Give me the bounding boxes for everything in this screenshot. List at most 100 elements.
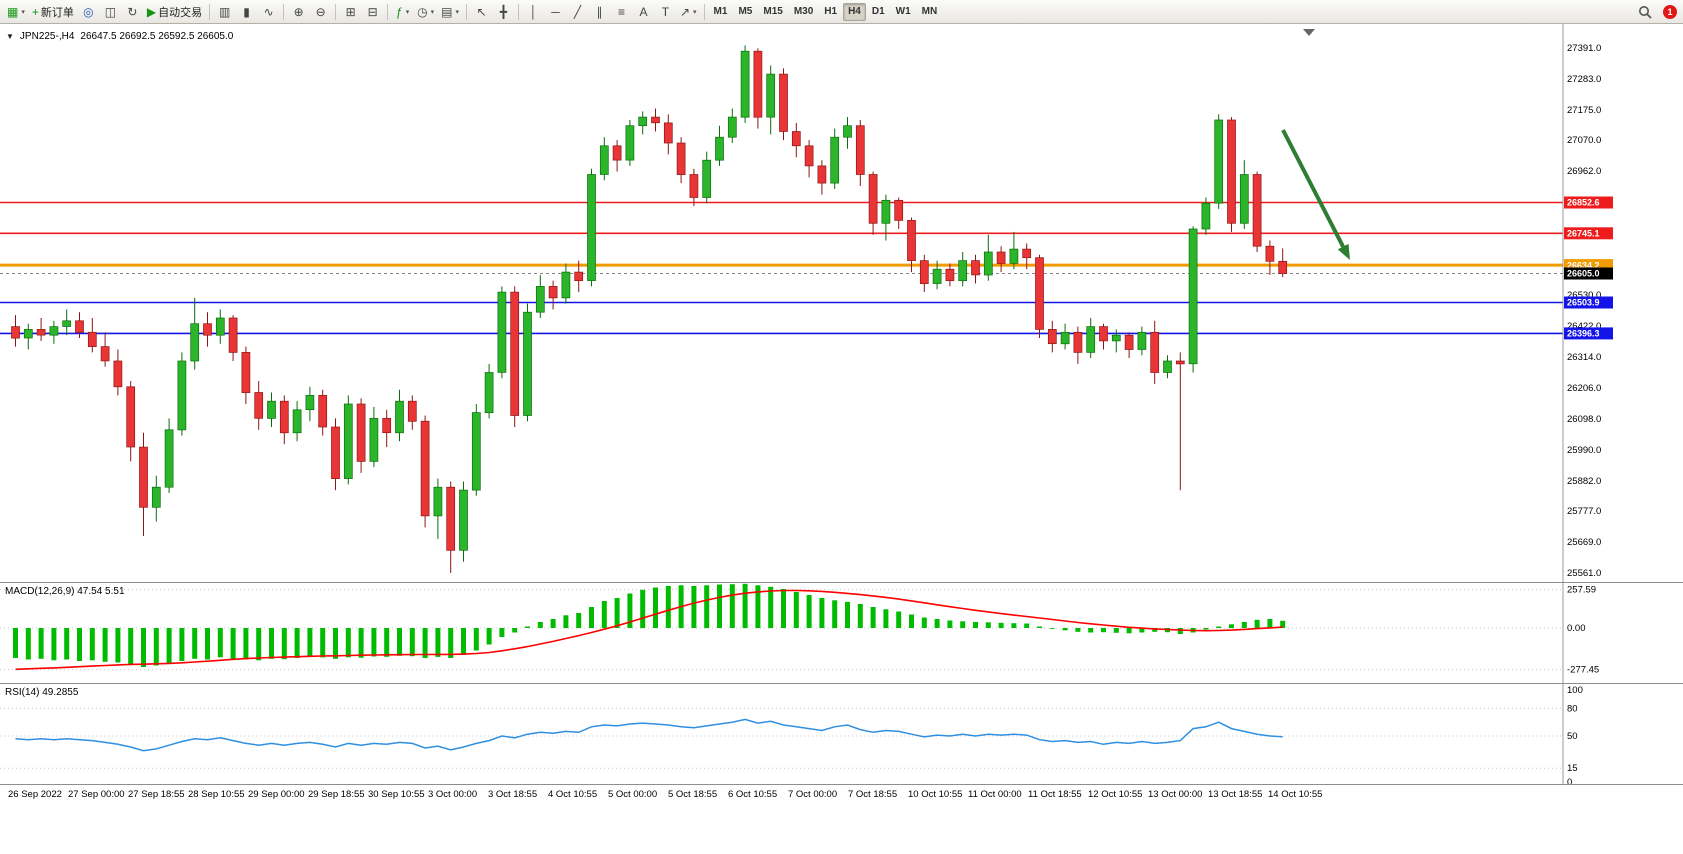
- trendline-button[interactable]: ╱: [567, 2, 588, 22]
- new-order-button[interactable]: + 新订单: [29, 2, 77, 22]
- price-tag: 26503.9: [1564, 296, 1613, 309]
- svg-text:0.00: 0.00: [1567, 623, 1586, 634]
- date-label: 10 Oct 10:55: [908, 789, 963, 800]
- cursor-button[interactable]: ↖: [471, 2, 492, 22]
- indicators-button[interactable]: ƒ ▾: [392, 2, 413, 22]
- svg-text:26206.0: 26206.0: [1567, 383, 1601, 394]
- trendline-icon: ╱: [573, 4, 582, 19]
- svg-text:26634.2: 26634.2: [1567, 260, 1600, 270]
- svg-text:26503.9: 26503.9: [1567, 298, 1600, 308]
- text-button[interactable]: A: [633, 2, 654, 22]
- date-label: 6 Oct 10:55: [728, 789, 778, 800]
- candlestick-chart-button[interactable]: ▮: [236, 2, 257, 22]
- arrow-annotation[interactable]: [1281, 129, 1350, 260]
- crosshair-button[interactable]: ╋: [493, 2, 514, 22]
- macd-panel[interactable]: 257.59 0.00 -277.45: [0, 582, 1683, 683]
- date-label: 14 Oct 10:55: [1268, 789, 1323, 800]
- svg-text:26530.0: 26530.0: [1567, 290, 1601, 301]
- tile-windows-button[interactable]: ⊞: [340, 2, 361, 22]
- arrows-button[interactable]: ↗ ▾: [677, 2, 700, 22]
- macd-signal-line: [15, 589, 1283, 671]
- timeframe-d1[interactable]: D1: [867, 3, 890, 21]
- cascade-windows-button[interactable]: ⊟: [362, 2, 383, 22]
- autotrading-button[interactable]: ▶ 自动交易: [144, 2, 205, 22]
- toolbar-separator: [335, 3, 337, 20]
- date-label: 3 Oct 00:00: [428, 789, 478, 800]
- date-label: 11 Oct 00:00: [968, 789, 1022, 800]
- notification-badge[interactable]: 1: [1663, 4, 1677, 19]
- plus-icon: +: [31, 4, 39, 19]
- timeframe-m5[interactable]: M5: [733, 3, 757, 21]
- rsi-panel[interactable]: 100 80 50 15 0: [0, 683, 1683, 784]
- price-tag: 26605.0: [1564, 267, 1613, 280]
- timeframe-w1[interactable]: W1: [891, 3, 916, 21]
- zoom-out-icon: ⊖: [315, 4, 326, 19]
- search-button[interactable]: [1634, 2, 1655, 22]
- chevron-down-icon: ▾: [455, 8, 459, 16]
- bar-chart-button[interactable]: ▥: [214, 2, 235, 22]
- price-chart-canvas[interactable]: 27391.027283.027175.027070.026962.026854…: [0, 24, 1683, 582]
- text-icon: A: [639, 4, 648, 19]
- timeframe-m30[interactable]: M30: [789, 3, 818, 21]
- date-label: 5 Oct 00:00: [608, 789, 658, 800]
- svg-text:26314.0: 26314.0: [1567, 352, 1601, 363]
- date-label: 3 Oct 18:55: [488, 789, 538, 800]
- date-label: 26 Sep 2022: [8, 789, 62, 800]
- market-watch-button[interactable]: ◫: [100, 2, 121, 22]
- candles: [11, 45, 1288, 573]
- svg-text:27070.0: 27070.0: [1567, 135, 1601, 146]
- svg-text:27175.0: 27175.0: [1567, 105, 1601, 116]
- horizontal-line-button[interactable]: ─: [545, 2, 566, 22]
- candlestick-icon: ▮: [243, 4, 250, 19]
- date-label: 7 Oct 18:55: [848, 789, 898, 800]
- date-label: 13 Oct 18:55: [1208, 789, 1263, 800]
- svg-text:25990.0: 25990.0: [1567, 445, 1601, 456]
- fibonacci-button[interactable]: ≡: [611, 2, 632, 22]
- market-watch-icon: ◫: [104, 4, 117, 19]
- navigator-button[interactable]: ◎: [78, 2, 99, 22]
- date-label: 27 Sep 18:55: [128, 789, 185, 800]
- price-tag: 26852.6: [1564, 196, 1613, 209]
- channel-button[interactable]: ∥: [589, 2, 610, 22]
- timeframe-m15[interactable]: M15: [758, 3, 787, 21]
- toolbar-separator: [283, 3, 285, 20]
- vertical-line-button[interactable]: │: [523, 2, 544, 22]
- date-label: 4 Oct 10:55: [548, 789, 598, 800]
- indicators-icon: ƒ: [396, 4, 403, 19]
- svg-text:100: 100: [1567, 685, 1583, 696]
- navigator-icon: ◎: [83, 4, 94, 19]
- svg-text:26745.1: 26745.1: [1567, 229, 1600, 239]
- toolbar-separator: [517, 3, 519, 20]
- timeframe-h4[interactable]: H4: [843, 2, 866, 21]
- price-tag: 26745.1: [1564, 227, 1613, 240]
- svg-text:26396.3: 26396.3: [1567, 329, 1600, 339]
- timeframe-m1[interactable]: M1: [709, 3, 733, 21]
- svg-text:50: 50: [1567, 731, 1578, 742]
- timeframe-h1[interactable]: H1: [819, 3, 842, 21]
- tile-windows-icon: ⊞: [345, 4, 356, 19]
- date-label: 11 Oct 18:55: [1028, 789, 1082, 800]
- svg-text:26962.0: 26962.0: [1567, 166, 1601, 177]
- time-axis[interactable]: 26 Sep 2022 27 Sep 00:00 27 Sep 18:55 28 Se…: [0, 784, 1683, 805]
- vertical-line-icon: │: [529, 4, 538, 19]
- search-icon: [1638, 5, 1652, 19]
- chart-shift-marker[interactable]: [1303, 29, 1315, 36]
- date-label: 5 Oct 18:55: [668, 789, 718, 800]
- toolbar-separator: [387, 3, 389, 20]
- svg-text:26605.0: 26605.0: [1567, 269, 1600, 279]
- autotrading-label: 自动交易: [158, 6, 203, 19]
- fibonacci-icon: ≡: [617, 4, 625, 19]
- text-label-button[interactable]: T: [655, 2, 676, 22]
- play-icon: ▶: [146, 4, 157, 19]
- timeframe-mn[interactable]: MN: [917, 3, 943, 21]
- chevron-down-icon: ▾: [693, 8, 697, 16]
- templates-button[interactable]: ▤ ▾: [438, 2, 462, 22]
- zoom-in-button[interactable]: ⊕: [288, 2, 309, 22]
- new-chart-button[interactable]: ▦ ▾: [4, 2, 28, 22]
- line-chart-button[interactable]: ∿: [258, 2, 279, 22]
- periods-button[interactable]: ◷ ▾: [414, 2, 437, 22]
- zoom-out-button[interactable]: ⊖: [310, 2, 331, 22]
- refresh-button[interactable]: ↻: [122, 2, 143, 22]
- date-label: 30 Sep 10:55: [368, 789, 425, 800]
- chart-window: 27391.027283.027175.027070.026962.026854…: [0, 24, 1683, 805]
